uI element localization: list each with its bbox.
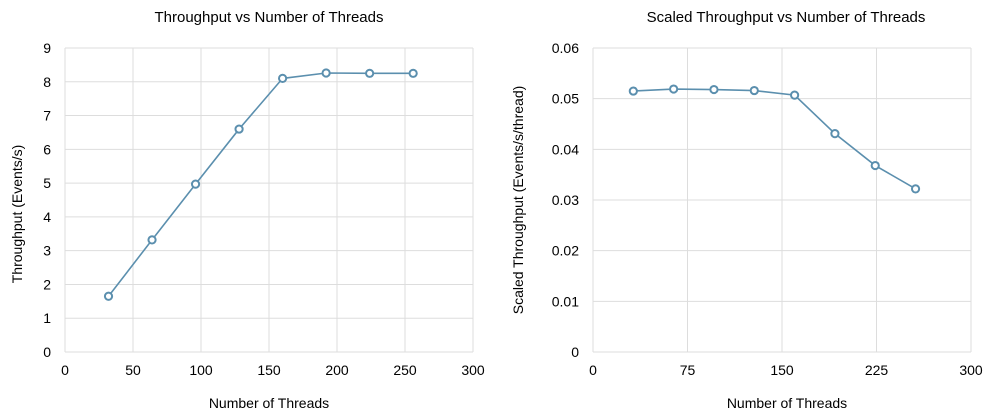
x-ticks: 0 75 150 225 300 bbox=[589, 362, 983, 378]
x-tick-label: 150 bbox=[770, 362, 794, 378]
x-tick-label: 200 bbox=[325, 362, 349, 378]
series-line bbox=[107, 72, 414, 297]
y-tick-label: 0 bbox=[43, 344, 51, 360]
data-point bbox=[790, 90, 800, 100]
data-point bbox=[190, 179, 201, 189]
scaled-throughput-chart: Scaled Throughput vs Number of Threads 0… bbox=[497, 0, 995, 411]
data-point bbox=[628, 86, 638, 96]
grid bbox=[592, 47, 972, 353]
y-ticks: 0 1 2 3 4 5 6 7 8 9 bbox=[43, 40, 51, 360]
y-tick-label: 9 bbox=[43, 40, 51, 56]
y-tick-label: 1 bbox=[43, 310, 51, 326]
throughput-chart: Throughput vs Number of Threads 0 50 100 15… bbox=[0, 0, 497, 411]
y-tick-label: 0 bbox=[571, 344, 579, 360]
y-ticks: 0 0.01 0.02 0.03 0.04 0.05 0.06 bbox=[552, 40, 579, 360]
data-point bbox=[870, 160, 880, 171]
plot-area bbox=[103, 68, 418, 301]
series-line bbox=[633, 88, 916, 190]
x-axis-label: Number of Threads bbox=[209, 395, 329, 409]
data-point bbox=[147, 235, 157, 245]
x-tick-label: 300 bbox=[959, 362, 983, 378]
x-tick-label: 50 bbox=[125, 362, 141, 378]
data-point bbox=[365, 68, 375, 78]
y-tick-label: 0.02 bbox=[552, 243, 579, 259]
data-point bbox=[830, 129, 840, 139]
y-tick-label: 0.04 bbox=[552, 141, 579, 157]
x-tick-label: 0 bbox=[589, 362, 597, 378]
y-tick-label: 4 bbox=[43, 209, 51, 225]
data-point bbox=[278, 73, 288, 84]
x-tick-label: 250 bbox=[393, 362, 417, 378]
x-tick-label: 100 bbox=[189, 362, 213, 378]
x-tick-label: 300 bbox=[461, 362, 485, 378]
data-point bbox=[669, 84, 679, 94]
data-point bbox=[321, 68, 331, 78]
x-tick-label: 0 bbox=[61, 362, 69, 378]
data-point bbox=[234, 124, 244, 134]
data-point bbox=[709, 84, 719, 95]
throughput-chart-svg: Throughput vs Number of Threads 0 50 100 15… bbox=[9, 9, 485, 411]
data-point bbox=[408, 68, 418, 78]
data-point bbox=[103, 291, 114, 301]
y-tick-label: 6 bbox=[43, 141, 51, 157]
y-tick-label: 8 bbox=[43, 74, 51, 90]
y-tick-label: 7 bbox=[43, 108, 51, 124]
y-tick-label: 5 bbox=[43, 175, 51, 191]
y-tick-label: 0.05 bbox=[552, 91, 579, 107]
data-point bbox=[749, 85, 759, 96]
y-tick-label: 3 bbox=[43, 243, 51, 259]
x-tick-label: 150 bbox=[257, 362, 281, 378]
x-tick-label: 75 bbox=[680, 362, 696, 378]
y-tick-label: 2 bbox=[43, 276, 51, 292]
scaled-throughput-chart-svg: Scaled Throughput vs Number of Threads 0… bbox=[510, 9, 983, 411]
y-axis-label: Scaled Throughput (Events/s/thread) bbox=[510, 86, 526, 315]
x-axis-label: Number of Threads bbox=[727, 395, 847, 409]
y-tick-label: 0.03 bbox=[552, 192, 579, 208]
y-tick-label: 0.06 bbox=[552, 40, 579, 56]
y-tick-label: 0.01 bbox=[552, 293, 579, 309]
chart-title: Scaled Throughput vs Number of Threads bbox=[647, 9, 926, 26]
data-point bbox=[910, 184, 921, 194]
x-ticks: 0 50 100 150 200 250 300 bbox=[61, 362, 485, 378]
plot-area bbox=[628, 84, 921, 194]
y-axis-label: Throughput (Events/s) bbox=[9, 145, 25, 284]
grid bbox=[64, 47, 474, 353]
x-tick-label: 225 bbox=[865, 362, 889, 378]
chart-title: Throughput vs Number of Threads bbox=[154, 9, 383, 26]
